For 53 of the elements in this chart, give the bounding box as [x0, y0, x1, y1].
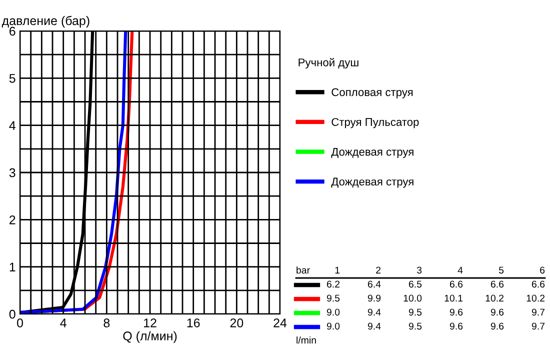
x-tick-label: 12: [144, 318, 156, 328]
text: 6.6: [450, 280, 463, 288]
text: 5: [498, 266, 504, 274]
text: 2: [376, 266, 381, 274]
text: 9.6: [490, 322, 504, 330]
text: 6.6: [490, 280, 504, 288]
y-tick-label: 3: [9, 168, 16, 178]
text: 10.0: [404, 294, 422, 302]
y-axis-title: давление (бар): [2, 16, 90, 28]
x-tick-label: 24: [274, 318, 287, 328]
legend-label: Дождевая струя: [331, 178, 414, 188]
x-tick-label: 0: [17, 318, 23, 328]
text: 3: [416, 266, 422, 274]
text: bar: [296, 266, 310, 274]
text: 6.2: [326, 280, 340, 288]
text: 6.4: [368, 280, 381, 288]
legend-label: Струя Пульсатор: [332, 118, 419, 128]
x-tick-label: 8: [104, 318, 110, 328]
text: 9.6: [450, 308, 463, 316]
text: 9.5: [408, 322, 422, 330]
x-tick-label: 4: [60, 318, 66, 328]
y-tick-label: 4: [9, 121, 16, 130]
y-tick-label: 6: [10, 26, 16, 36]
text: 4: [458, 266, 463, 274]
text: 9.6: [490, 308, 504, 316]
x-tick-label: 16: [187, 318, 200, 328]
text: l/min: [296, 336, 316, 344]
legend-label: Дождевая струя: [331, 148, 414, 158]
text: 9.5: [408, 308, 422, 316]
y-tick-label: 0: [9, 310, 16, 319]
legend-title: Ручной душ: [298, 58, 358, 69]
y-tick-label: 1: [10, 262, 16, 272]
text: 6.6: [532, 280, 545, 288]
x-tick-label: 20: [230, 318, 244, 328]
text: 9.4: [368, 322, 381, 330]
text: 1: [335, 266, 340, 274]
y-tick-label: 5: [9, 74, 16, 83]
text: 9.7: [532, 308, 545, 316]
x-axis-title: Q (л/мин): [123, 331, 177, 343]
text: 9.0: [326, 322, 340, 330]
text: 9.4: [368, 308, 381, 316]
legend-label: Сопловая струя: [332, 88, 413, 98]
text: 9.5: [326, 294, 340, 302]
text: 9.0: [326, 308, 340, 316]
y-tick-label: 2: [10, 215, 16, 224]
text: 9.6: [450, 322, 463, 330]
text: 6.5: [408, 280, 422, 288]
text: 6: [540, 266, 545, 274]
text: 9.9: [368, 294, 381, 302]
text: 10.2: [526, 294, 545, 302]
text: 9.7: [532, 322, 545, 330]
text: 10.2: [486, 294, 504, 302]
text: 10.1: [444, 294, 463, 302]
